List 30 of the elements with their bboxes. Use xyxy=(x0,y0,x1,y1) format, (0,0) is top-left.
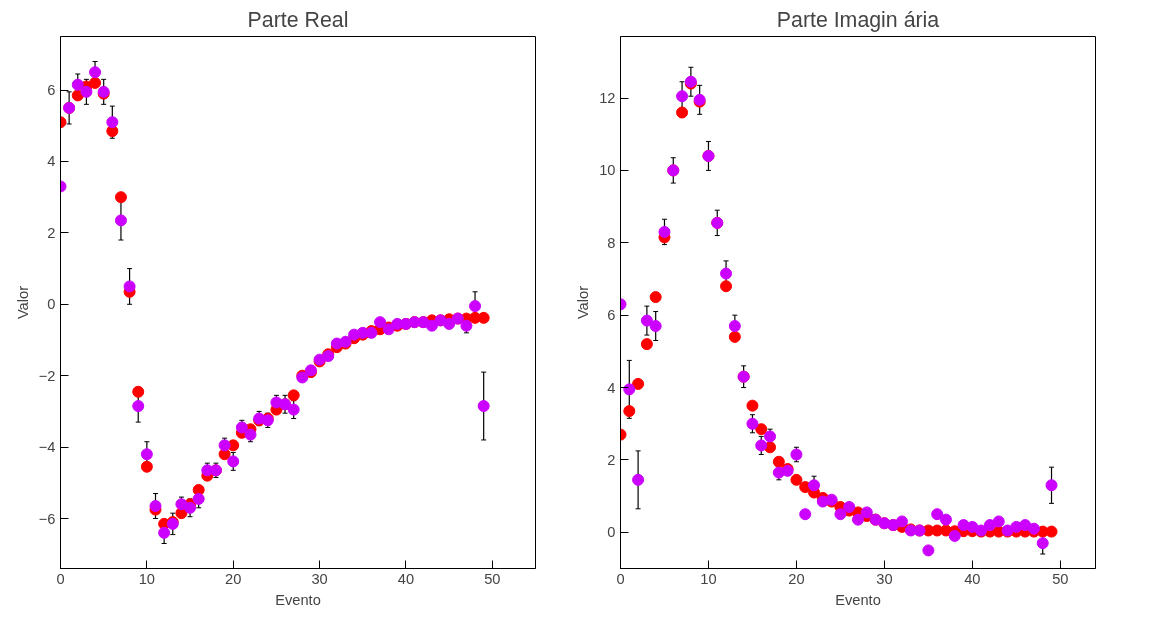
x-axis-title: Evento xyxy=(835,591,881,608)
y-tick-label: 6 xyxy=(607,307,616,324)
y-axis-title: Valor xyxy=(14,285,31,320)
y-tick-label: 6 xyxy=(47,82,56,99)
x-tick-label: 10 xyxy=(138,570,156,587)
chart-title: Parte Real xyxy=(247,7,349,32)
y-tick-label: 0 xyxy=(47,296,56,313)
y-tick-label: −4 xyxy=(38,439,56,456)
y-tick-label: 10 xyxy=(599,162,616,179)
y-tick-label: 4 xyxy=(47,153,56,170)
x-tick-label: 20 xyxy=(225,570,242,587)
x-tick-label: 50 xyxy=(484,570,501,587)
x-tick-label: 10 xyxy=(700,570,717,587)
x-tick-label: 20 xyxy=(788,570,805,587)
x-tick-label: 30 xyxy=(876,570,893,587)
y-tick-label: 12 xyxy=(599,90,616,107)
x-axis-title: Evento xyxy=(275,591,321,608)
y-tick-label: −6 xyxy=(38,510,56,527)
y-tick-label: −2 xyxy=(38,367,56,384)
y-axis-title: Valor xyxy=(575,285,592,320)
y-tick-label: 0 xyxy=(607,524,616,541)
x-tick-label: 50 xyxy=(1052,570,1069,587)
y-tick-label: 2 xyxy=(607,451,616,468)
x-tick-label: 30 xyxy=(311,570,328,587)
y-tick-label: 8 xyxy=(607,234,616,251)
y-tick-label: 2 xyxy=(47,224,56,241)
x-tick-label: 40 xyxy=(397,570,415,587)
y-tick-label: 4 xyxy=(607,379,616,396)
x-tick-label: 40 xyxy=(964,570,981,587)
chart-title: Parte Imagin ária xyxy=(776,7,940,32)
